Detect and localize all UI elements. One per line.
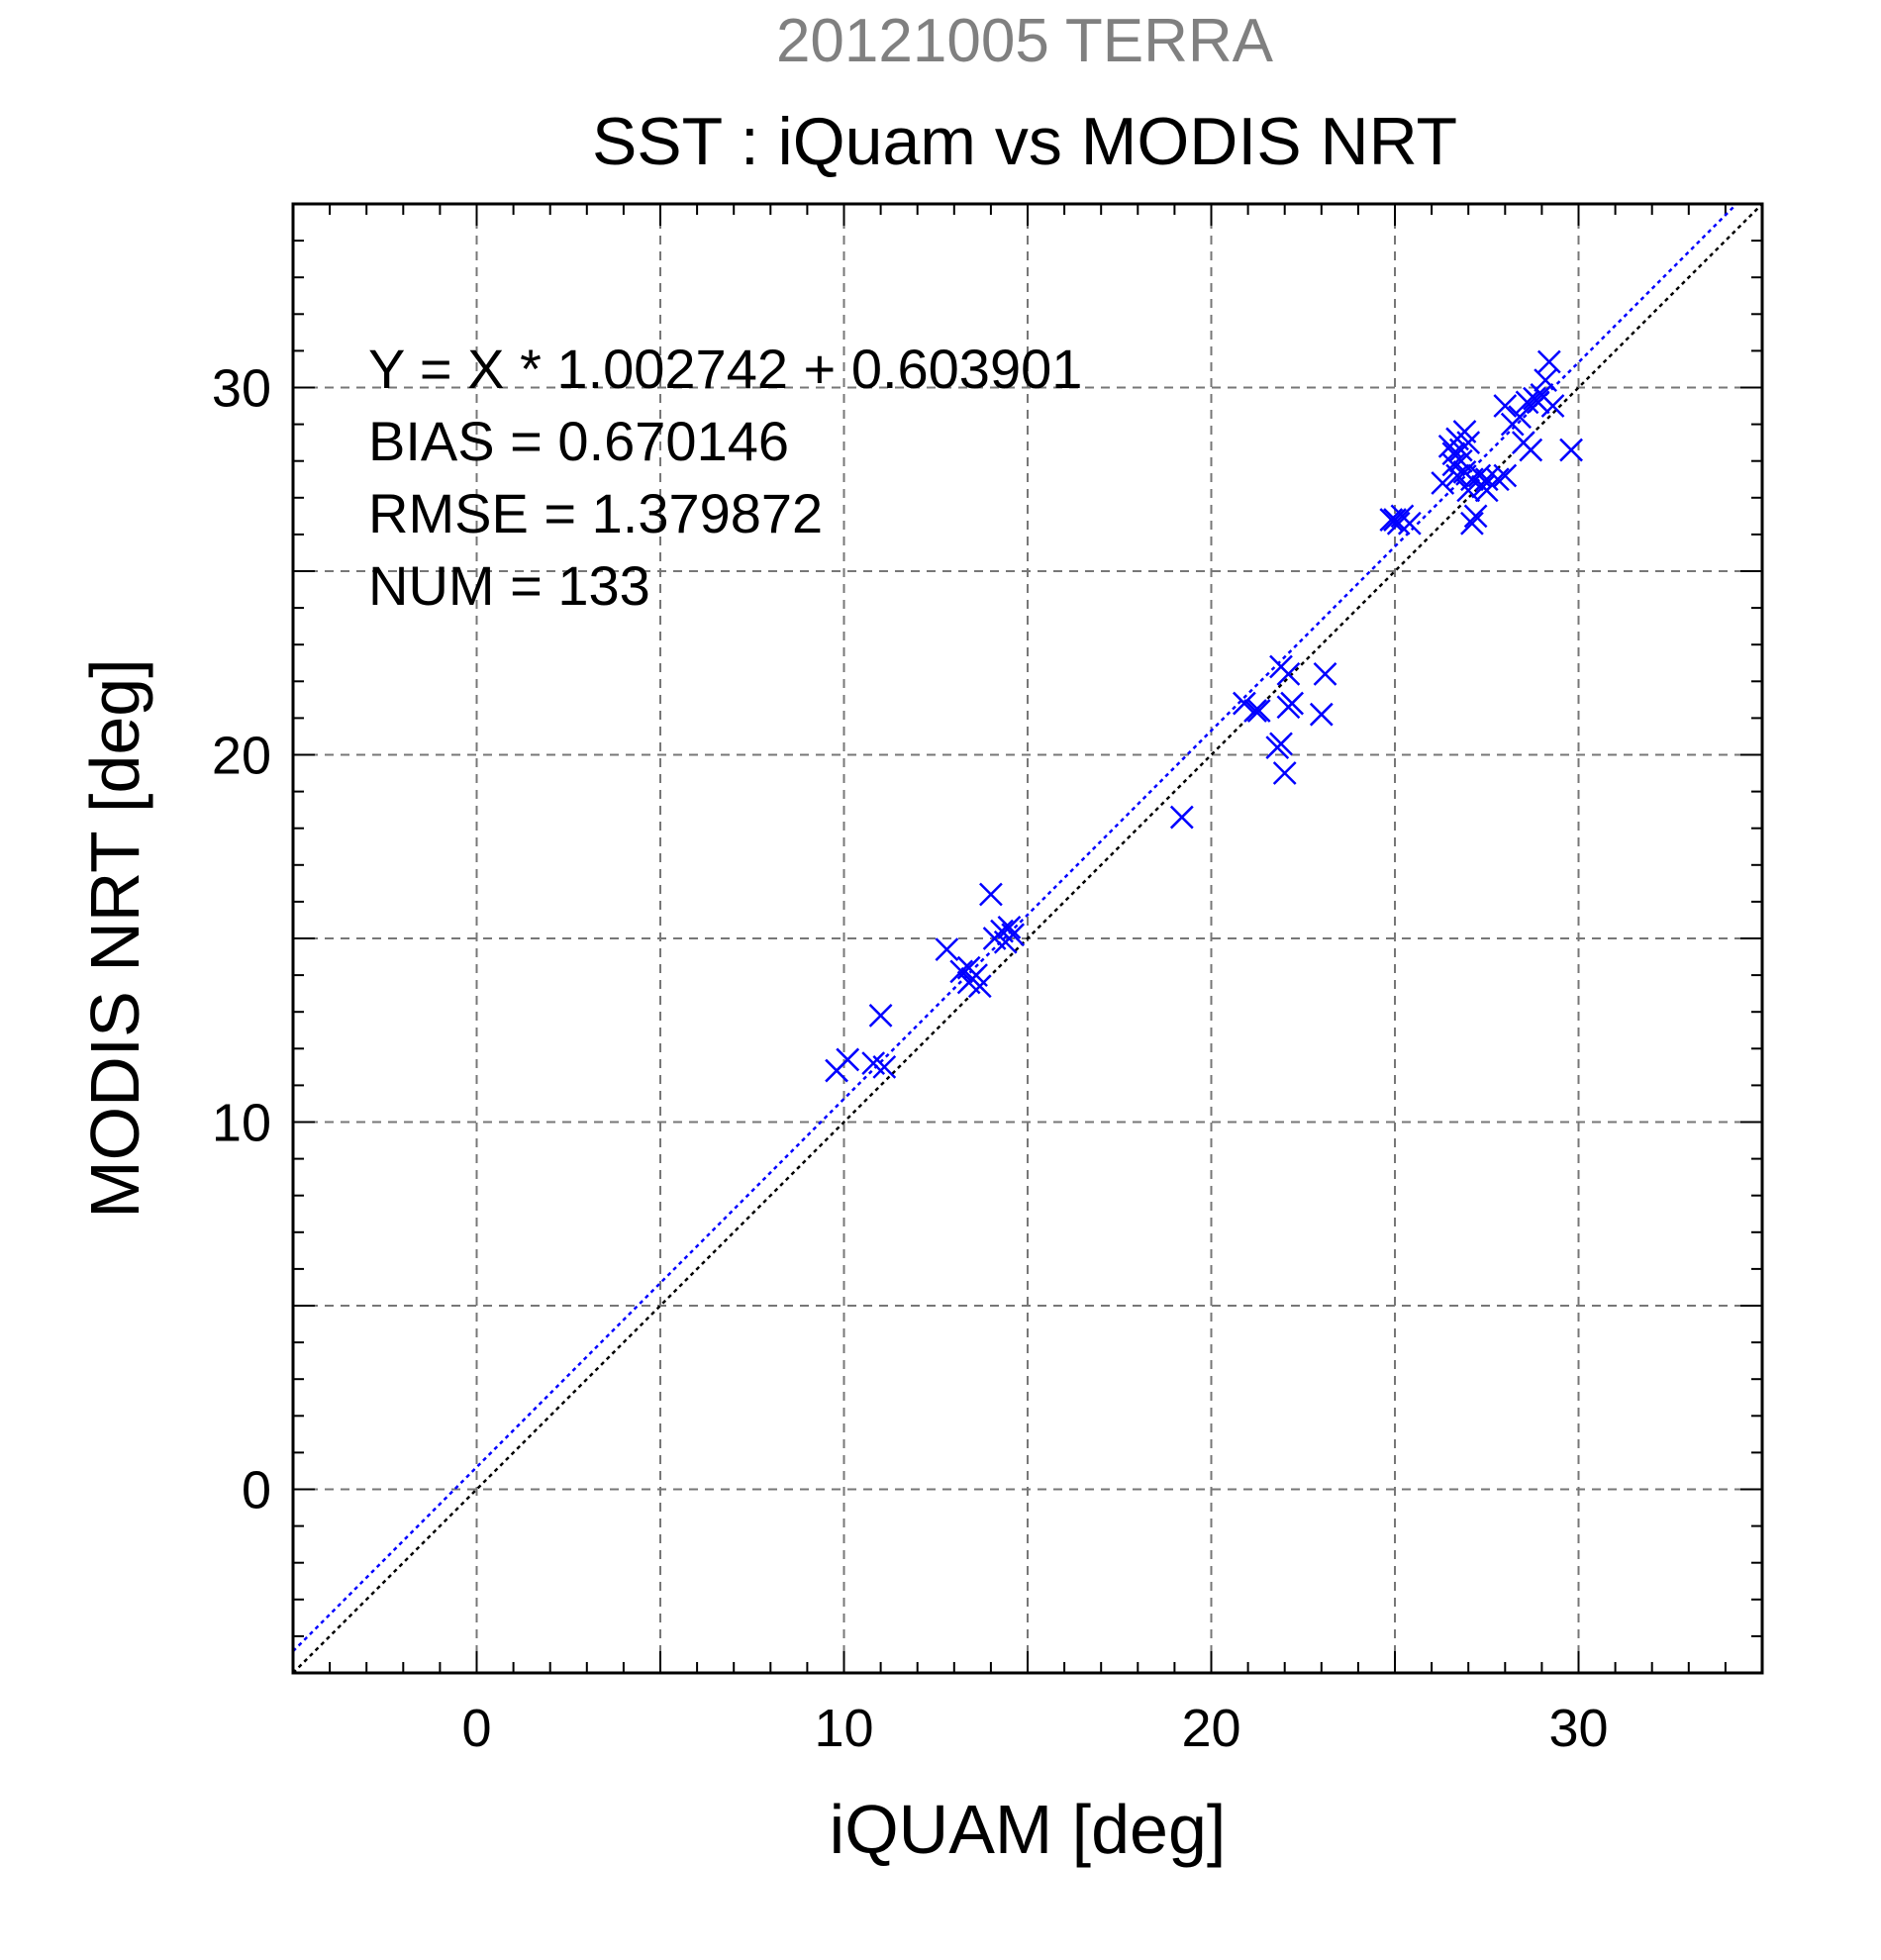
data-point-marker — [1493, 463, 1518, 488]
data-point-marker — [1456, 431, 1481, 455]
annotation-rmse: RMSE = 1.379872 — [368, 482, 823, 544]
data-point-marker — [1485, 467, 1510, 492]
plot-frame — [291, 202, 1764, 1675]
annotation-num: NUM = 133 — [368, 554, 650, 617]
data-point-marker — [1246, 699, 1271, 723]
axis-ticks — [293, 204, 1762, 1673]
data-point-marker — [1169, 805, 1194, 830]
data-point-marker — [979, 882, 1003, 907]
annotation-bias: BIAS = 0.670146 — [368, 410, 789, 472]
data-point-marker — [1445, 463, 1469, 488]
data-point-marker — [836, 1047, 860, 1072]
data-markers — [825, 349, 1583, 1083]
reference-lines — [292, 203, 1763, 1674]
regression-fit-line — [292, 203, 1737, 1652]
y-tick-labels: 0 10 20 30 — [212, 359, 271, 1520]
data-point-marker — [1536, 349, 1561, 374]
x-axis-label: iQUAM [deg] — [830, 1791, 1227, 1868]
data-point-marker — [1233, 691, 1256, 716]
data-point-marker — [1280, 691, 1305, 716]
data-point-marker — [1243, 699, 1267, 723]
data-point-marker — [1519, 438, 1543, 462]
data-point-marker — [1309, 702, 1334, 727]
data-point-marker — [967, 974, 992, 999]
data-point-marker — [1526, 390, 1550, 415]
data-point-marker — [868, 1004, 893, 1028]
y-axis-label: MODIS NRT [deg] — [76, 658, 153, 1218]
x-tick-label: 20 — [1181, 1699, 1240, 1758]
data-point-marker — [1508, 405, 1533, 430]
data-point-marker — [1559, 438, 1583, 462]
chart-date-label: 20121005 TERRA — [776, 7, 1274, 75]
data-point-marker — [1534, 368, 1557, 392]
data-point-marker — [956, 955, 981, 980]
data-point-marker — [1386, 511, 1411, 536]
x-tick-labels: 0 10 20 30 — [461, 1699, 1608, 1758]
y-tick-label: 30 — [212, 359, 271, 419]
data-point-marker — [872, 1054, 897, 1079]
data-point-marker — [935, 937, 959, 962]
annotation-fit-equation: Y = X * 1.002742 + 0.603901 — [368, 338, 1082, 400]
data-point-marker — [1431, 471, 1455, 495]
y-tick-label: 0 — [242, 1461, 271, 1520]
data-point-marker — [1397, 511, 1422, 536]
data-point-marker — [1269, 732, 1293, 756]
y-tick-label: 20 — [212, 727, 271, 786]
data-point-marker — [1313, 661, 1337, 686]
data-point-marker — [1460, 511, 1484, 536]
data-point-marker — [949, 959, 974, 984]
x-tick-label: 10 — [814, 1699, 873, 1758]
y-tick-label: 10 — [212, 1094, 271, 1153]
x-tick-label: 0 — [461, 1699, 491, 1758]
identity-line — [292, 203, 1763, 1674]
data-point-marker — [997, 915, 1022, 939]
data-point-marker — [1463, 504, 1488, 529]
chart-title: SST : iQuam vs MODIS NRT — [592, 104, 1457, 179]
data-point-marker — [1493, 394, 1518, 418]
data-point-marker — [1540, 394, 1565, 418]
data-point-marker — [1515, 390, 1539, 415]
data-point-marker — [1276, 661, 1301, 686]
data-point-marker — [1474, 467, 1499, 492]
data-point-marker — [1272, 761, 1297, 785]
data-point-marker — [1001, 923, 1026, 947]
x-tick-label: 30 — [1548, 1699, 1608, 1758]
